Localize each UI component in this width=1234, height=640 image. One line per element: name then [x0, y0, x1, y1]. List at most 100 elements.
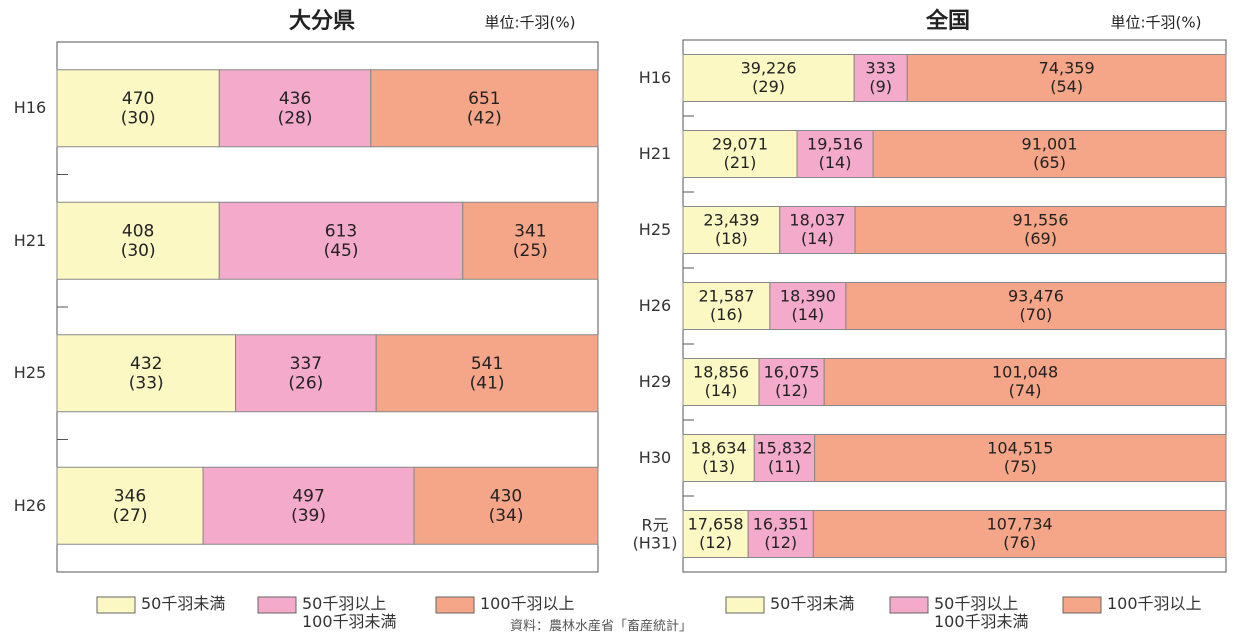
data-label: 29,071 — [712, 135, 768, 154]
data-label: 21,587 — [698, 287, 754, 306]
data-label: (54) — [1050, 77, 1083, 96]
bar-segment — [682, 130, 798, 178]
data-label: (14) — [705, 381, 738, 400]
bar-segment — [682, 434, 755, 482]
y-tick-label: H21 — [638, 144, 672, 164]
data-label: 18,856 — [693, 363, 749, 382]
legend-label: 50千羽以上 100千羽未満 — [302, 594, 397, 631]
legend-swatch — [1062, 596, 1102, 614]
bar-segment — [812, 510, 1227, 558]
unit-label: 単位:千羽(%) — [1110, 14, 1201, 32]
bar-segment — [202, 466, 415, 545]
data-label: (11) — [768, 457, 801, 476]
y-tick-label: H25 — [638, 220, 672, 240]
data-label: 651 — [468, 89, 500, 109]
legend-label: 50千羽以上 100千羽未満 — [934, 594, 1029, 631]
bar-segment — [235, 334, 377, 413]
data-label: 15,832 — [756, 439, 812, 458]
data-label: 346 — [114, 486, 146, 506]
bar-segment — [56, 334, 237, 413]
bar-segment — [682, 54, 855, 102]
data-label: 432 — [130, 354, 162, 374]
data-label: (28) — [278, 108, 313, 128]
legend-label: 100千羽以上 — [480, 594, 575, 613]
data-label: (75) — [1004, 457, 1037, 476]
bar-segment — [56, 201, 220, 280]
data-label: 107,734 — [987, 515, 1053, 534]
data-label: (13) — [702, 457, 735, 476]
data-label: (18) — [715, 229, 748, 248]
data-label: 497 — [292, 486, 324, 506]
y-tick-label: H29 — [638, 372, 672, 392]
bar-segment — [370, 69, 599, 148]
data-label: 39,226 — [741, 59, 797, 78]
data-label: (74) — [1009, 381, 1042, 400]
legend-swatch — [725, 596, 765, 614]
data-label: 93,476 — [1008, 287, 1064, 306]
y-tick-label: H25 — [13, 363, 47, 383]
legend-swatch — [257, 596, 297, 614]
data-label: (41) — [470, 373, 505, 393]
data-label: (12) — [775, 381, 808, 400]
bar-segment — [854, 206, 1227, 254]
y-tick-label: H16 — [638, 68, 672, 88]
bar-segment — [682, 206, 781, 254]
data-label: (70) — [1020, 305, 1053, 324]
data-label: 91,556 — [1013, 211, 1069, 230]
legend-swatch — [435, 596, 475, 614]
data-label: 74,359 — [1039, 59, 1095, 78]
data-label: 17,658 — [688, 515, 744, 534]
data-label: 341 — [514, 221, 546, 241]
data-label: 613 — [325, 221, 357, 241]
data-label: 470 — [122, 89, 154, 109]
bar-segment — [413, 466, 599, 545]
legend-label: 50千羽未満 — [770, 594, 855, 613]
data-label: 19,516 — [807, 135, 863, 154]
data-label: 408 — [122, 221, 154, 241]
chart-title: 全国 — [925, 8, 970, 34]
data-label: (14) — [819, 153, 852, 172]
chart-title: 大分県 — [289, 9, 355, 34]
bar-segment — [758, 358, 825, 406]
data-label: (21) — [724, 153, 757, 172]
bar-segment — [375, 334, 599, 413]
bar-segment — [814, 434, 1227, 482]
data-label: (45) — [324, 241, 359, 261]
bar-segment — [462, 201, 599, 280]
legend-label: 100千羽以上 — [1107, 594, 1202, 613]
bar-segment — [853, 54, 908, 102]
data-label: (12) — [699, 533, 732, 552]
bar-segment — [906, 54, 1227, 102]
data-label: (65) — [1033, 153, 1066, 172]
data-label: (27) — [113, 506, 148, 526]
data-label: (33) — [129, 373, 164, 393]
legend-swatch — [889, 596, 929, 614]
data-label: 18,390 — [780, 287, 836, 306]
data-label: 23,439 — [703, 211, 759, 230]
data-label: (30) — [121, 108, 156, 128]
bar-segment — [796, 130, 874, 178]
y-tick-label: R元 (H31) — [632, 515, 678, 552]
data-label: (12) — [764, 533, 797, 552]
y-tick-label: H30 — [638, 448, 672, 468]
bar-segment — [682, 510, 749, 558]
data-label: (14) — [791, 305, 824, 324]
data-label: (26) — [288, 373, 323, 393]
data-label: (16) — [710, 305, 743, 324]
data-label: 101,048 — [992, 363, 1058, 382]
bar-segment — [56, 69, 220, 148]
data-label: 18,634 — [691, 439, 747, 458]
data-label: (34) — [489, 506, 524, 526]
y-tick-label: H26 — [638, 296, 672, 316]
data-label: (30) — [121, 241, 156, 261]
data-label: 430 — [490, 486, 522, 506]
data-label: (76) — [1003, 533, 1036, 552]
data-label: (29) — [752, 77, 785, 96]
data-label: 91,001 — [1022, 135, 1078, 154]
bar-segment — [845, 282, 1227, 330]
unit-label: 単位:千羽(%) — [484, 14, 575, 32]
data-label: (25) — [513, 241, 548, 261]
y-tick-label: H26 — [13, 495, 47, 515]
